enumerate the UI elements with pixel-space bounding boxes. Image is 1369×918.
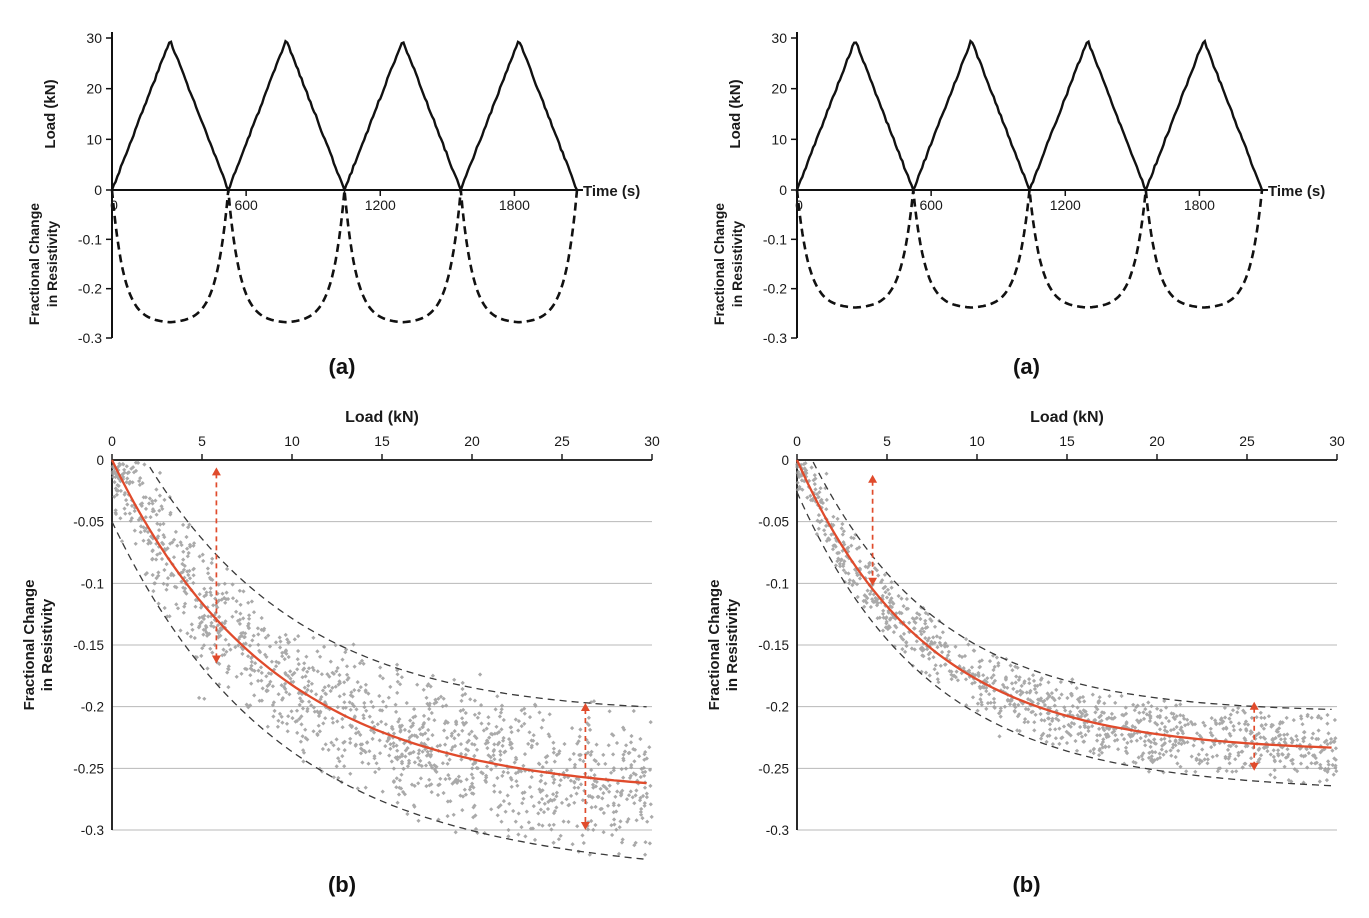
- svg-text:Load (kN): Load (kN): [1030, 409, 1104, 426]
- svg-text:600: 600: [919, 197, 943, 213]
- svg-text:-0.1: -0.1: [78, 231, 102, 247]
- panel-caption: (a): [328, 354, 356, 379]
- svg-text:Fractional Change: Fractional Change: [706, 580, 723, 711]
- svg-text:Load (kN): Load (kN): [42, 79, 59, 148]
- svg-text:Load (kN): Load (kN): [345, 409, 419, 426]
- svg-text:-0.1: -0.1: [81, 576, 104, 591]
- svg-text:-0.1: -0.1: [765, 576, 788, 591]
- svg-text:0: 0: [108, 433, 116, 449]
- svg-text:-0.25: -0.25: [758, 761, 789, 776]
- svg-text:Fractional Change: Fractional Change: [26, 203, 42, 325]
- svg-text:0: 0: [793, 433, 801, 449]
- svg-text:15: 15: [1059, 433, 1075, 449]
- svg-text:in Resistivity: in Resistivity: [729, 221, 745, 308]
- panel-load-time-right: 0 10 20 30 -0.1 -0.2 -0.3 0 600 1200 1800 Time (s) L…: [684, 0, 1369, 400]
- panel-caption: (b): [1012, 872, 1041, 897]
- svg-text:25: 25: [554, 433, 570, 449]
- svg-text:10: 10: [969, 433, 985, 449]
- svg-text:in Resistivity: in Resistivity: [39, 598, 56, 691]
- svg-text:30: 30: [644, 433, 660, 449]
- svg-text:-0.3: -0.3: [762, 330, 786, 346]
- svg-text:30: 30: [771, 30, 787, 46]
- svg-text:-0.3: -0.3: [765, 823, 788, 838]
- resistivity-vs-load-scatter-left: 0 5 10 15 20 25 30 Load (kN) 0 -0.05 -0.1 -0.15 -0.2…: [21, 409, 660, 861]
- svg-text:0: 0: [96, 453, 104, 468]
- svg-text:Load (kN): Load (kN): [727, 79, 744, 148]
- svg-text:10: 10: [771, 131, 787, 147]
- svg-text:-0.2: -0.2: [762, 281, 786, 297]
- svg-text:in Resistivity: in Resistivity: [724, 598, 741, 691]
- svg-text:30: 30: [1329, 433, 1345, 449]
- svg-text:1200: 1200: [365, 197, 396, 213]
- svg-text:20: 20: [86, 81, 102, 97]
- svg-text:10: 10: [284, 433, 300, 449]
- svg-text:-0.25: -0.25: [73, 761, 104, 776]
- svg-text:-0.05: -0.05: [758, 515, 789, 530]
- svg-text:10: 10: [86, 131, 102, 147]
- panel-caption: (a): [1013, 354, 1040, 379]
- svg-text:Time (s): Time (s): [583, 183, 640, 200]
- panel-load-time-left: 0 10 20 30 -0.1 -0.2 -0.3 0 600 1200 1800 Time (s) L…: [0, 0, 684, 400]
- resistivity-vs-load-scatter-right: 0 5 10 15 20 25 30 Load (kN) 0 -0.05 -0.1 -0.15 -0.2…: [706, 409, 1345, 838]
- panel-scatter-left: 0 5 10 15 20 25 30 Load (kN) 0 -0.05 -0.1 -0.15 -0.2…: [0, 400, 684, 918]
- svg-text:-0.05: -0.05: [73, 515, 104, 530]
- svg-text:20: 20: [771, 81, 787, 97]
- svg-text:-0.15: -0.15: [73, 638, 104, 653]
- svg-text:5: 5: [883, 433, 891, 449]
- panel-caption: (b): [327, 872, 357, 897]
- svg-text:0: 0: [781, 453, 789, 468]
- svg-text:1200: 1200: [1049, 197, 1080, 213]
- svg-text:20: 20: [464, 433, 480, 449]
- svg-text:-0.2: -0.2: [765, 700, 788, 715]
- svg-text:20: 20: [1149, 433, 1165, 449]
- svg-text:-0.2: -0.2: [78, 281, 102, 297]
- svg-text:-0.1: -0.1: [762, 231, 786, 247]
- panel-scatter-right: 0 5 10 15 20 25 30 Load (kN) 0 -0.05 -0.1 -0.15 -0.2…: [684, 400, 1369, 918]
- svg-text:15: 15: [374, 433, 390, 449]
- svg-text:-0.2: -0.2: [81, 700, 104, 715]
- svg-text:5: 5: [198, 433, 206, 449]
- svg-text:600: 600: [234, 197, 258, 213]
- svg-text:-0.3: -0.3: [78, 330, 102, 346]
- svg-text:1800: 1800: [1183, 197, 1214, 213]
- svg-text:30: 30: [86, 30, 102, 46]
- svg-text:0: 0: [779, 182, 787, 198]
- svg-text:1800: 1800: [499, 197, 530, 213]
- svg-text:Time (s): Time (s): [1268, 183, 1325, 200]
- svg-text:25: 25: [1239, 433, 1255, 449]
- svg-text:Fractional Change: Fractional Change: [711, 203, 727, 325]
- svg-text:-0.3: -0.3: [81, 823, 104, 838]
- svg-text:Fractional Change: Fractional Change: [21, 580, 38, 711]
- svg-text:-0.15: -0.15: [758, 638, 789, 653]
- svg-text:in Resistivity: in Resistivity: [44, 221, 60, 308]
- svg-text:0: 0: [94, 182, 102, 198]
